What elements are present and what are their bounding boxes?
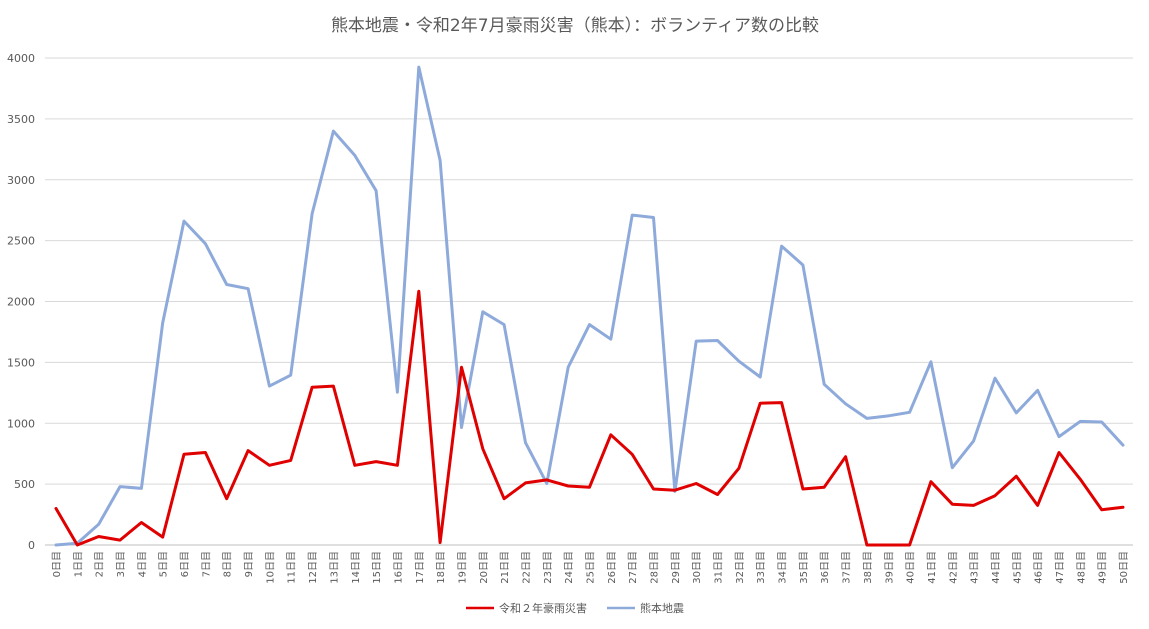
x-tick-label: 33日目 [756, 551, 767, 584]
x-tick-label: 47日目 [1055, 551, 1066, 584]
legend-label-series-0: 令和２年豪雨災害 [499, 601, 587, 615]
chart-title: 熊本地震・令和2年7月豪雨災害（熊本）：ボランティア数の比較 [331, 15, 819, 36]
legend-label-series-1: 熊本地震 [640, 601, 684, 615]
x-tick-label: 32日目 [735, 551, 746, 584]
y-tick-label: 1000 [7, 417, 35, 430]
x-tick-label: 26日目 [607, 551, 618, 584]
x-tick-label: 40日目 [906, 551, 917, 584]
x-tick-label: 6日目 [180, 551, 191, 577]
y-tick-label: 0 [28, 539, 35, 552]
series-line-0 [54, 289, 1125, 547]
x-tick-label: 39日目 [884, 551, 895, 584]
x-tick-label: 19日目 [457, 551, 468, 584]
x-axis-ticks: 0日目 1日目 2日目 3日目 4日目 5日目 6日目 7日目 8日目 9日目 10日目 11日目 12… [52, 551, 1130, 584]
x-tick-label: 38日目 [863, 551, 874, 584]
x-tick-label: 41日目 [927, 551, 938, 584]
x-tick-label: 16日目 [393, 551, 404, 584]
x-tick-label: 22日目 [521, 551, 532, 584]
y-axis-ticks: 0 500 1000 1500 2000 2500 3000 3500 4000 [7, 52, 35, 552]
x-tick-label: 4日目 [137, 551, 148, 577]
x-tick-label: 5日目 [159, 551, 170, 577]
x-tick-label: 17日目 [415, 551, 426, 584]
y-tick-label: 3000 [7, 174, 35, 187]
x-tick-label: 37日目 [842, 551, 853, 584]
x-tick-label: 15日目 [372, 551, 383, 584]
y-tick-label: 3500 [7, 113, 35, 126]
series-line-1 [54, 65, 1125, 547]
x-tick-label: 29日目 [671, 551, 682, 584]
y-tick-label: 2500 [7, 235, 35, 248]
x-tick-label: 46日目 [1034, 551, 1045, 584]
x-tick-label: 0日目 [52, 551, 63, 577]
x-tick-label: 3日目 [116, 551, 127, 577]
x-tick-label: 21日目 [500, 551, 511, 584]
x-tick-label: 31日目 [714, 551, 725, 584]
x-tick-label: 43日目 [970, 551, 981, 584]
x-tick-label: 20日目 [479, 551, 490, 584]
x-tick-label: 28日目 [650, 551, 661, 584]
y-tick-label: 1500 [7, 356, 35, 369]
x-tick-label: 18日目 [436, 551, 447, 584]
x-tick-label: 23日目 [543, 551, 554, 584]
y-tick-label: 2000 [7, 296, 35, 309]
x-tick-label: 11日目 [287, 551, 298, 584]
x-tick-label: 12日目 [308, 551, 319, 584]
legend: 令和２年豪雨災害 熊本地震 [466, 601, 684, 615]
y-tick-label: 500 [14, 478, 35, 491]
x-tick-label: 42日目 [948, 551, 959, 584]
series-lines [54, 65, 1125, 547]
x-tick-label: 48日目 [1076, 551, 1087, 584]
x-tick-label: 35日目 [799, 551, 810, 584]
gridlines [45, 57, 1133, 546]
x-tick-label: 45日目 [1012, 551, 1023, 584]
x-tick-label: 25日目 [586, 551, 597, 584]
x-tick-label: 9日目 [244, 551, 255, 577]
x-tick-label: 27日目 [628, 551, 639, 584]
x-tick-label: 44日目 [991, 551, 1002, 584]
x-tick-label: 49日目 [1098, 551, 1109, 584]
x-tick-label: 36日目 [820, 551, 831, 584]
x-tick-label: 7日目 [201, 551, 212, 577]
x-tick-label: 10日目 [265, 551, 276, 584]
x-tick-label: 34日目 [778, 551, 789, 584]
x-tick-label: 2日目 [95, 551, 106, 577]
x-tick-label: 13日目 [329, 551, 340, 584]
x-tick-label: 1日目 [73, 551, 84, 577]
x-tick-label: 30日目 [692, 551, 703, 584]
x-tick-label: 24日目 [564, 551, 575, 584]
x-tick-label: 50日目 [1119, 551, 1130, 584]
x-tick-label: 8日目 [223, 551, 234, 577]
y-tick-label: 4000 [7, 52, 35, 65]
x-tick-label: 14日目 [351, 551, 362, 584]
